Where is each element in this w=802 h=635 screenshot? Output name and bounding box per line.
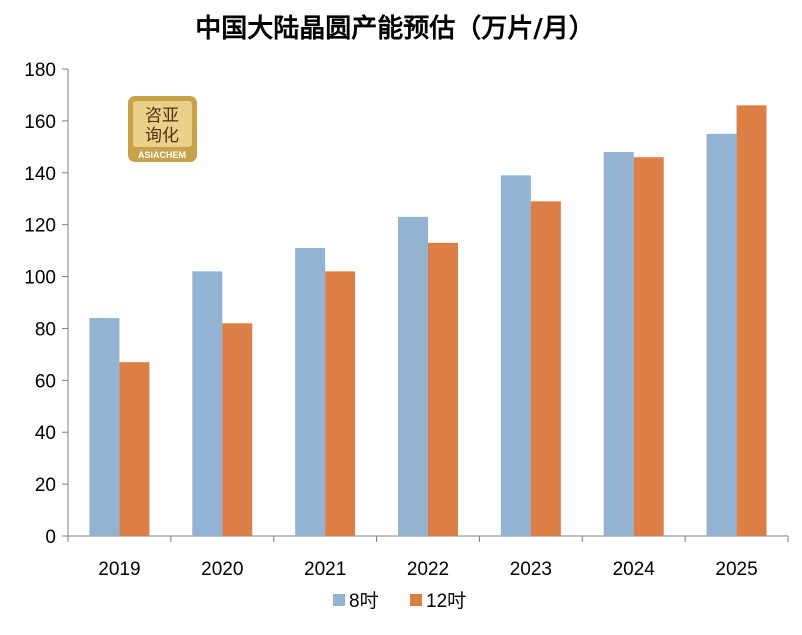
x-tick-label: 2024 — [613, 559, 656, 580]
legend-label-12inch: 12吋 — [426, 590, 466, 612]
chart-title: 中国大陆晶圆产能预估（万片/月） — [195, 13, 595, 44]
bar-8inch-2022 — [398, 216, 428, 536]
y-tick-label: 140 — [24, 164, 56, 185]
bar-12inch-2022 — [428, 242, 458, 537]
bar-8inch-2024 — [603, 152, 634, 536]
x-tick-label: 2021 — [304, 559, 346, 580]
logo-text-bottom: 询化 — [145, 126, 179, 146]
bar-8inch-2023 — [500, 175, 531, 536]
y-tick-label: 160 — [24, 112, 56, 133]
y-tick-label: 120 — [24, 216, 56, 237]
y-tick-label: 20 — [35, 475, 56, 496]
bar-8inch-2021 — [295, 248, 326, 536]
logo-brand-text: ASIACHEM — [138, 150, 186, 160]
x-axis: 2019 2020 2021 2022 2023 2024 2025 — [67, 535, 789, 580]
y-tick-label: 0 — [45, 527, 56, 548]
x-tick-label: 2020 — [201, 559, 243, 580]
bar-12inch-2021 — [325, 271, 356, 536]
y-tick-label: 60 — [35, 371, 56, 392]
bar-12inch-2019 — [119, 362, 150, 536]
bar-12inch-2024 — [633, 157, 664, 536]
y-tick-label: 100 — [24, 268, 56, 289]
x-tick-label: 2022 — [407, 559, 449, 580]
legend-swatch-8inch — [333, 594, 345, 606]
bars — [89, 105, 767, 537]
bar-8inch-2019 — [89, 318, 120, 536]
y-axis: 0 20 40 60 80 100 120 140 160 180 — [24, 60, 69, 548]
asiachem-logo: 咨亚 询化 ASIACHEM — [128, 96, 197, 162]
legend-swatch-12inch — [410, 594, 422, 606]
bar-12inch-2023 — [530, 201, 561, 537]
legend: 8吋 12吋 — [333, 590, 466, 612]
bar-8inch-2020 — [192, 271, 223, 536]
logo-text-top: 咨亚 — [145, 106, 179, 126]
bar-8inch-2025 — [706, 133, 737, 536]
x-tick-label: 2023 — [510, 559, 552, 580]
x-tick-label: 2019 — [98, 559, 140, 580]
bar-12inch-2020 — [222, 323, 253, 536]
x-tick-label: 2025 — [715, 559, 757, 580]
bar-12inch-2025 — [736, 105, 767, 537]
y-tick-label: 80 — [35, 319, 56, 340]
y-tick-label: 40 — [35, 423, 56, 444]
logo-inner-panel — [133, 101, 192, 147]
legend-label-8inch: 8吋 — [349, 590, 379, 612]
y-tick-label: 180 — [24, 60, 56, 81]
